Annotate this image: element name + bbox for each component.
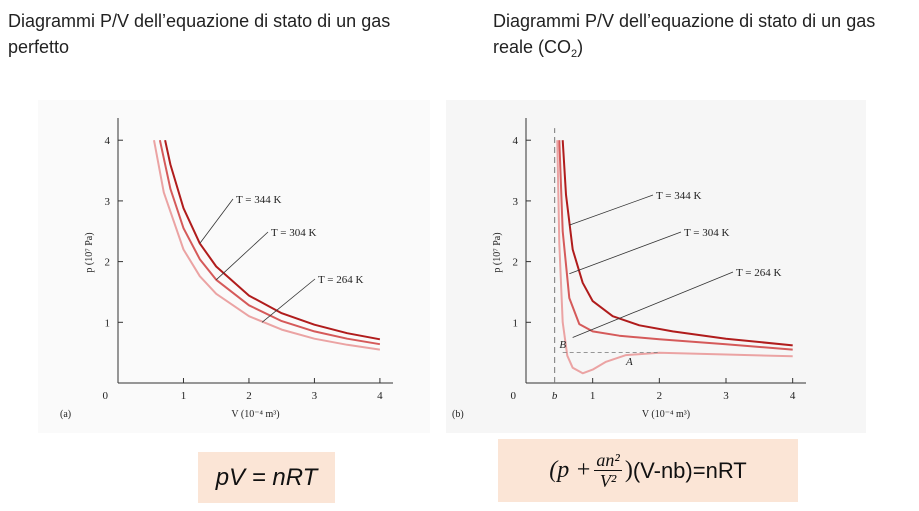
y-tick-label: 2 <box>105 257 111 269</box>
series-label-1: T = 344 K <box>236 194 281 206</box>
series-label-3: T = 264 K <box>736 267 781 279</box>
y-tick-label: 4 <box>105 135 111 147</box>
series-label-3: T = 264 K <box>318 274 363 286</box>
chart-real-gas: 1 2 3 4 1 2 3 4 0 V (10⁻⁴ m³) p (10⁷ Pa) (b) T = 344… <box>452 118 806 420</box>
chart-panel-b: 1 2 3 4 1 2 3 4 0 V (10⁻⁴ m³) p (10⁷ Pa) (b) T = 344… <box>446 100 866 433</box>
y-tick-label: 2 <box>513 257 519 269</box>
isotherm-2 <box>558 140 793 351</box>
x-tick-label: 1 <box>181 390 187 402</box>
annotation-b: B <box>559 339 566 351</box>
real-gas-formula-box: (p + an² V² ) (V-nb)=nRT <box>498 439 798 502</box>
x-tick-label: 3 <box>723 390 729 402</box>
x-tick-label: 3 <box>312 390 318 402</box>
origin-label: 0 <box>511 390 517 402</box>
origin-label: 0 <box>103 390 109 402</box>
y-tick-label: 1 <box>105 317 111 329</box>
x-axis-label: V (10⁻⁴ m³) <box>231 409 279 420</box>
right-title-main: Diagrammi P/V dell’equazione di stato di… <box>493 11 876 57</box>
formula-open: (p + <box>549 457 592 483</box>
ideal-gas-formula-box: pV = nRT <box>198 452 335 503</box>
leader-line-2 <box>215 231 269 281</box>
leader-line-1 <box>199 198 234 244</box>
b-label: b <box>552 390 558 402</box>
panel-label: (a) <box>60 409 71 420</box>
chart-panel-a: 1 2 3 4 1 2 3 4 0 V (10⁻⁴ m³) p (10⁷ Pa) (a) T = 344… <box>38 100 430 433</box>
right-title-subscript: 2 <box>571 48 578 60</box>
leader-line-1 <box>569 194 654 226</box>
x-axis-label: V (10⁻⁴ m³) <box>642 409 690 420</box>
y-tick-label: 4 <box>513 135 519 147</box>
series-label-2: T = 304 K <box>271 227 316 239</box>
isotherm-3 <box>556 140 793 375</box>
isotherm-1 <box>561 140 793 347</box>
x-tick-label: 1 <box>590 390 596 402</box>
ideal-gas-formula: pV = nRT <box>215 463 318 491</box>
x-tick-label: 4 <box>790 390 796 402</box>
y-axis-label: p (10⁷ Pa) <box>492 232 503 272</box>
x-tick-label: 2 <box>657 390 663 402</box>
formula-fraction: an² V² <box>594 450 622 491</box>
isotherm-1 <box>164 139 381 341</box>
panel-label: (b) <box>452 409 464 420</box>
real-gas-formula: (p + an² V² ) (V-nb)=nRT <box>549 450 747 491</box>
y-axis-label: p (10⁷ Pa) <box>84 232 95 272</box>
annotation-a: A <box>625 356 633 368</box>
leader-line-3 <box>261 278 316 323</box>
isotherm-2 <box>158 139 381 346</box>
left-title-text: Diagrammi P/V dell’equazione di stato di… <box>8 11 391 57</box>
chart-ideal-gas: 1 2 3 4 1 2 3 4 0 V (10⁻⁴ m³) p (10⁷ Pa) (a) T = 344… <box>60 118 393 420</box>
series-label-2: T = 304 K <box>684 227 729 239</box>
right-title: Diagrammi P/V dell’equazione di stato di… <box>493 8 913 63</box>
formula-numerator: an² <box>594 450 622 471</box>
leader-line-3 <box>572 271 734 338</box>
series-label-1: T = 344 K <box>656 190 701 202</box>
formula-close: ) <box>624 457 633 483</box>
right-title-end: ) <box>577 37 584 57</box>
x-tick-label: 2 <box>246 390 252 402</box>
formula-rest: (V-nb)=nRT <box>632 457 747 483</box>
formula-denominator: V² <box>599 471 617 491</box>
isotherm-3 <box>153 140 381 351</box>
y-tick-label: 1 <box>513 317 519 329</box>
y-tick-label: 3 <box>513 196 519 208</box>
x-tick-label: 4 <box>377 390 383 402</box>
y-tick-label: 3 <box>105 196 111 208</box>
left-title: Diagrammi P/V dell’equazione di stato di… <box>8 8 438 60</box>
leader-line-2 <box>569 231 682 275</box>
